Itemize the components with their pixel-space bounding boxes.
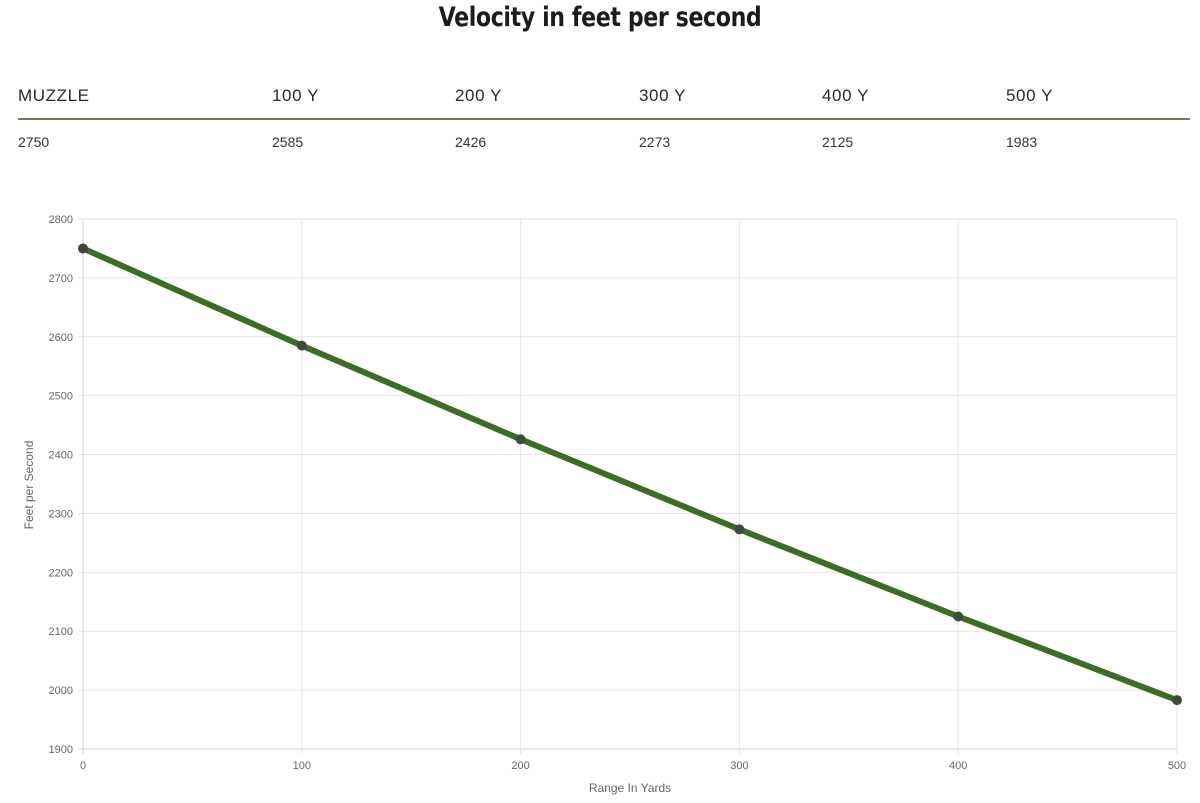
y-axis-title: Feet per Second — [22, 441, 36, 530]
y-tick-label: 2300 — [49, 508, 73, 520]
value-400y: 2125 — [822, 134, 854, 150]
header-200y: 200 Y — [455, 86, 503, 105]
data-point — [78, 243, 88, 254]
header-300y: 300 Y — [639, 86, 687, 105]
chart-series — [78, 243, 1182, 706]
value-200y: 2426 — [455, 134, 487, 150]
chart-grid — [78, 218, 1178, 754]
velocity-line-chart: 1900200021002200230024002500260027002800… — [22, 214, 1187, 795]
data-point — [296, 340, 307, 351]
x-tick-label: 100 — [293, 760, 311, 772]
data-point — [1172, 695, 1182, 706]
value-muzzle: 2750 — [18, 134, 50, 150]
value-500y: 1983 — [1006, 134, 1038, 150]
chart-axes: 1900200021002200230024002500260027002800… — [49, 214, 1187, 772]
header-100y: 100 Y — [272, 86, 320, 105]
velocity-table: MUZZLE 100 Y 200 Y 300 Y 400 Y 500 Y 275… — [18, 84, 1190, 158]
value-100y: 2585 — [272, 134, 304, 150]
value-300y: 2273 — [639, 134, 671, 150]
x-tick-label: 400 — [949, 760, 967, 772]
x-tick-label: 200 — [511, 760, 529, 772]
x-tick-label: 0 — [80, 760, 86, 772]
y-tick-label: 2700 — [49, 273, 73, 285]
data-point — [953, 611, 964, 622]
header-500y: 500 Y — [1006, 86, 1054, 105]
header-400y: 400 Y — [822, 86, 870, 105]
header-muzzle: MUZZLE — [18, 86, 90, 105]
y-tick-label: 1900 — [49, 744, 73, 756]
y-tick-label: 2000 — [49, 685, 73, 697]
x-tick-label: 500 — [1168, 760, 1186, 772]
x-tick-label: 300 — [730, 760, 748, 772]
y-tick-label: 2100 — [49, 626, 73, 638]
y-tick-label: 2500 — [49, 391, 73, 403]
y-tick-label: 2200 — [49, 567, 73, 579]
data-point — [734, 524, 745, 535]
y-tick-label: 2800 — [49, 214, 73, 226]
x-axis-title: Range In Yards — [589, 781, 671, 795]
y-tick-label: 2600 — [49, 332, 73, 344]
data-point — [515, 434, 526, 445]
page-title: Velocity in feet per second — [438, 2, 762, 33]
series-line — [80, 245, 1180, 704]
y-tick-label: 2400 — [49, 450, 73, 462]
velocity-table-header-row: MUZZLE 100 Y 200 Y 300 Y 400 Y 500 Y — [18, 84, 1190, 120]
velocity-table-value-row: 2750 2585 2426 2273 2125 1983 — [18, 134, 1190, 158]
